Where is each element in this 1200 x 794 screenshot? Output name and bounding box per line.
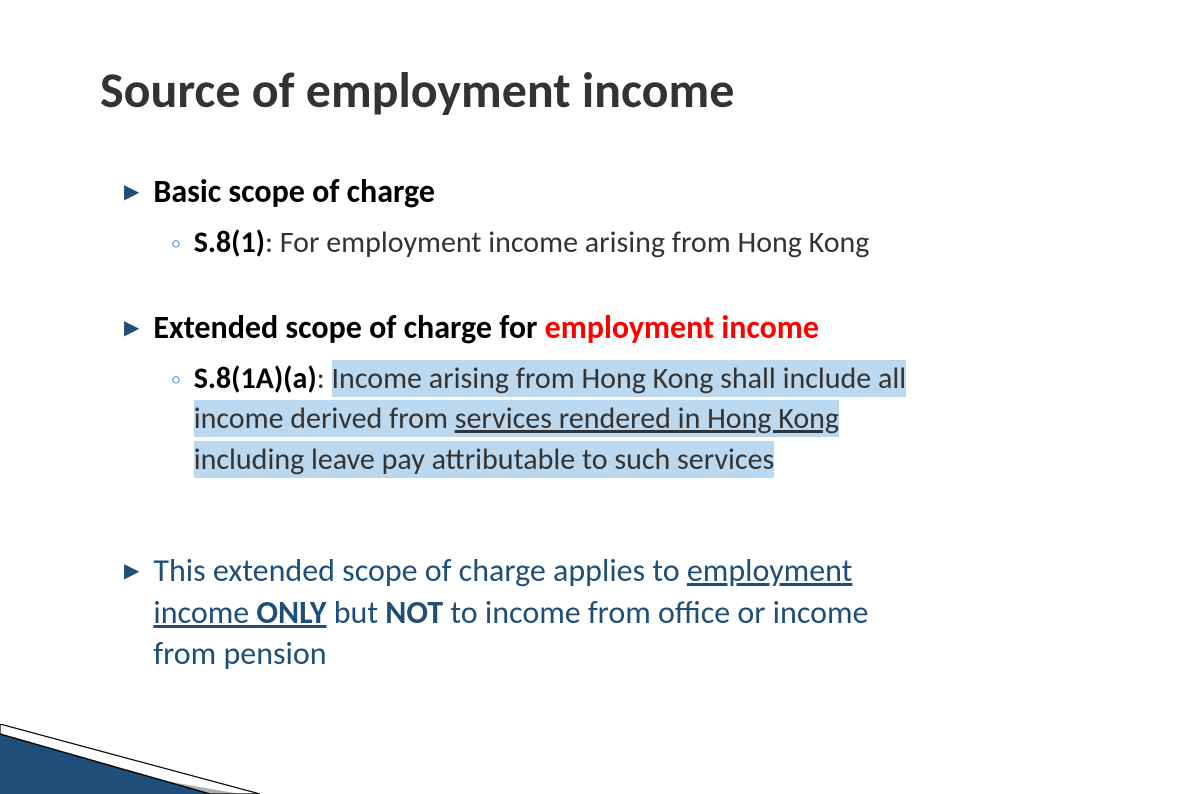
b3-mid: but — [326, 593, 385, 632]
sub-bullet-s8-1a: ○ S.8(1A)(a): Income arising from Hong K… — [100, 359, 1100, 481]
ref-s8-1a: S.8(1A)(a) — [194, 360, 317, 397]
corner-decoration-icon — [0, 724, 260, 794]
bullet-2-prefix: Extended scope of charge for — [153, 308, 544, 347]
circle-bullet-icon: ○ — [172, 235, 180, 252]
bullet-2-red: employment income — [545, 308, 819, 347]
triangle-bullet-icon: ▶ — [124, 179, 139, 204]
circle-bullet-icon: ○ — [172, 371, 180, 388]
bullet-extended-scope: ▶ Extended scope of charge for employmen… — [100, 307, 1100, 349]
bullet-applies-to: ▶ This extended scope of charge applies … — [100, 550, 1100, 675]
triangle-bullet-icon: ▶ — [124, 315, 139, 340]
triangle-bullet-icon: ▶ — [124, 558, 139, 583]
sub-bullet-s8-1: ○ S.8(1): For employment income arising … — [100, 223, 1100, 264]
hl-line-2a: income derived from — [194, 400, 455, 437]
bullet-basic-scope: ▶ Basic scope of charge — [100, 171, 1100, 213]
spacer — [100, 273, 1100, 307]
hl-line-2-underlined: services rendered in Hong Kong — [455, 400, 839, 437]
ref-s8-1: S.8(1) — [194, 224, 265, 261]
b3-ul-employment: employment — [687, 551, 853, 590]
b3-after: to income from office or income — [443, 593, 868, 632]
slide-container: Source of employment income ▶ Basic scop… — [0, 0, 1200, 675]
spacer — [100, 490, 1100, 550]
sub-bullet-2-text: S.8(1A)(a): Income arising from Hong Kon… — [194, 359, 906, 481]
bullet-1-heading: Basic scope of charge — [153, 171, 435, 213]
b3-last: from pension — [153, 634, 326, 673]
b3-only: ONLY — [256, 593, 326, 632]
sub-bullet-1-rest: : For employment income arising from Hon… — [265, 224, 869, 261]
slide-title: Source of employment income — [100, 60, 1100, 121]
b3-pre: This extended scope of charge applies to — [153, 551, 686, 590]
b3-not: NOT — [385, 593, 443, 632]
sub-bullet-1-text: S.8(1): For employment income arising fr… — [194, 223, 870, 264]
hl-line-1: Income arising from Hong Kong shall incl… — [332, 360, 907, 397]
hl-line-3: including leave pay attributable to such… — [194, 441, 775, 478]
colon: : — [317, 360, 332, 397]
bullet-2-heading: Extended scope of charge for employment … — [153, 307, 819, 349]
bullet-3-text: This extended scope of charge applies to… — [153, 550, 868, 675]
b3-ul-income: income — [153, 593, 256, 632]
